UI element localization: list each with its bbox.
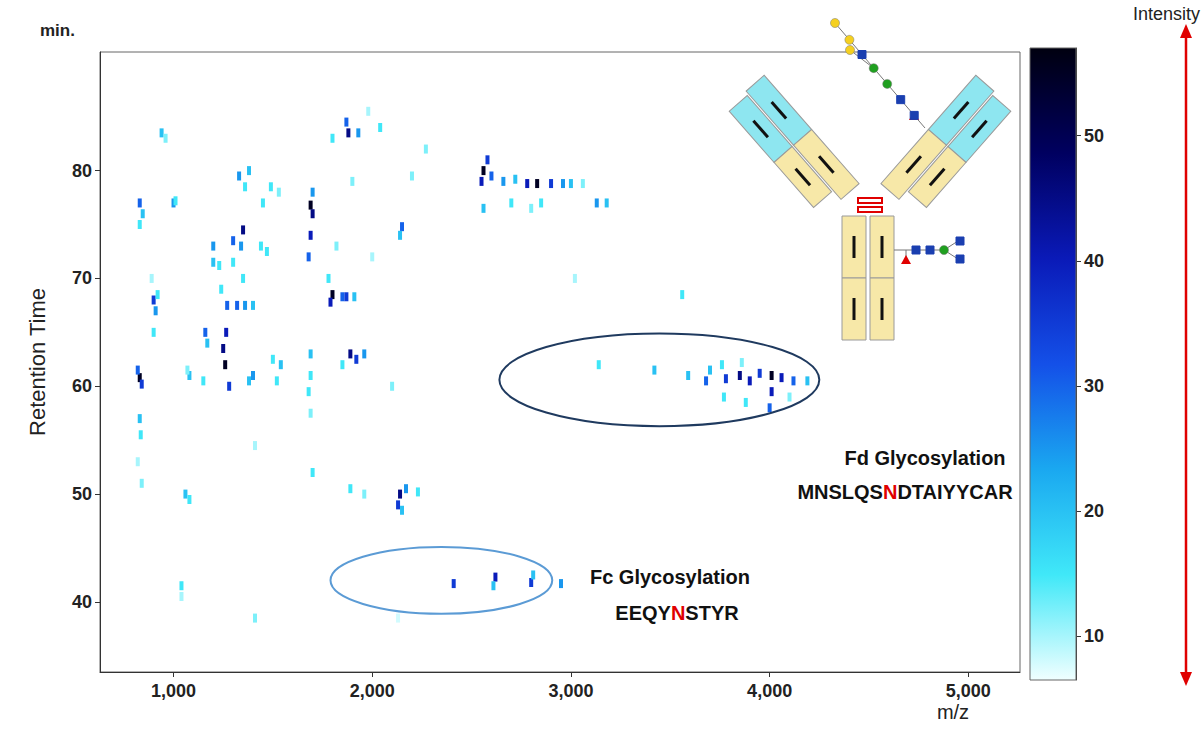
svg-text:40: 40	[72, 592, 92, 612]
svg-text:min.: min.	[40, 21, 75, 40]
svg-text:Intensity: Intensity	[1133, 4, 1200, 24]
svg-text:40: 40	[1084, 251, 1104, 271]
svg-text:Fc Glycosylation: Fc Glycosylation	[590, 566, 750, 588]
svg-text:1,000: 1,000	[151, 681, 196, 701]
svg-text:10: 10	[1084, 626, 1104, 646]
svg-text:20: 20	[1084, 501, 1104, 521]
svg-text:DTAIYYCAR: DTAIYYCAR	[897, 481, 1013, 503]
svg-text:STYR: STYR	[685, 602, 739, 624]
svg-text:50: 50	[72, 484, 92, 504]
svg-text:80: 80	[72, 161, 92, 181]
svg-text:N: N	[671, 602, 685, 624]
svg-text:70: 70	[72, 268, 92, 288]
svg-text:N: N	[883, 481, 897, 503]
svg-text:Fd Glycosylation: Fd Glycosylation	[844, 447, 1005, 469]
svg-text:5,000: 5,000	[946, 681, 991, 701]
svg-text:EEQY: EEQY	[615, 602, 671, 624]
svg-text:60: 60	[72, 376, 92, 396]
svg-text:MNSLQS: MNSLQS	[797, 481, 883, 503]
svg-text:50: 50	[1084, 126, 1104, 146]
svg-text:30: 30	[1084, 376, 1104, 396]
svg-text:2,000: 2,000	[350, 681, 395, 701]
svg-text:m/z: m/z	[937, 701, 969, 723]
svg-text:Retention Time: Retention Time	[25, 288, 50, 436]
svg-text:4,000: 4,000	[747, 681, 792, 701]
svg-text:3,000: 3,000	[548, 681, 593, 701]
